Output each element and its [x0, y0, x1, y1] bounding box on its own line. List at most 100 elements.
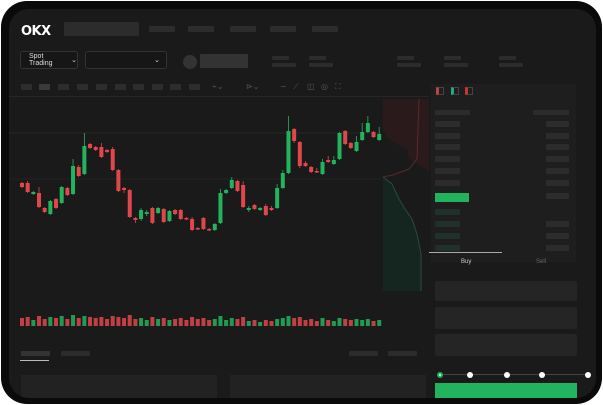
order-book-price[interactable] [435, 180, 460, 186]
nav-item[interactable] [149, 26, 175, 32]
order-book-price[interactable] [435, 156, 460, 162]
interval-button[interactable] [133, 84, 144, 90]
nav-item[interactable] [188, 26, 214, 32]
interval-button[interactable] [77, 84, 88, 90]
candle [127, 190, 132, 217]
order-side-tabs: Buy Sell [429, 252, 576, 272]
slider-handle[interactable] [437, 372, 443, 378]
depth-bids-area [383, 177, 421, 291]
candle [76, 167, 81, 176]
candle [348, 143, 353, 148]
order-book-price[interactable] [435, 233, 460, 239]
line-tool-icon[interactable]: ∼ [280, 82, 287, 91]
indicators-icon[interactable]: ⌁⌄ [212, 82, 224, 91]
candle [337, 133, 342, 159]
candle [184, 218, 189, 220]
volume-bar [326, 320, 331, 326]
candle [161, 209, 166, 222]
slider-track[interactable] [439, 374, 589, 375]
slider-mark-50[interactable] [504, 372, 510, 378]
candle [258, 208, 263, 210]
order-book-price[interactable] [435, 221, 460, 227]
interval-button[interactable] [115, 84, 126, 90]
volume-bar [59, 316, 64, 326]
tab-underline [20, 360, 49, 361]
price-input[interactable] [435, 281, 577, 301]
slider-mark-75[interactable] [539, 372, 545, 378]
okx-logo[interactable]: OKX [21, 24, 51, 39]
volume-bar [235, 319, 240, 326]
book-bids-icon[interactable] [451, 87, 459, 95]
interval-button[interactable] [96, 84, 107, 90]
order-book-price[interactable] [435, 121, 460, 127]
order-book-amount [546, 245, 569, 251]
interval-button[interactable] [21, 84, 32, 90]
book-asks-icon[interactable] [465, 87, 473, 95]
fullscreen-icon[interactable]: ⛶ [335, 82, 341, 91]
volume-bar [25, 317, 30, 326]
volume-bar [54, 318, 59, 326]
ruler-icon[interactable]: ⟋ [293, 82, 299, 91]
interval-button[interactable] [152, 84, 163, 90]
nav-item[interactable] [230, 26, 256, 32]
filter-button[interactable] [349, 351, 378, 356]
amount-input[interactable] [435, 307, 577, 329]
volume-bar [76, 318, 81, 326]
candle [167, 211, 172, 221]
candle [212, 224, 217, 230]
volume-bar [377, 320, 382, 326]
view-all-button[interactable] [388, 351, 417, 356]
volume-bar [161, 318, 166, 326]
search-bar-placeholder[interactable] [64, 22, 139, 36]
candle [150, 208, 155, 223]
candle [59, 187, 64, 203]
tab-order-history[interactable] [61, 351, 90, 356]
interval-button[interactable] [58, 84, 69, 90]
nav-item[interactable] [270, 26, 296, 32]
pair-select[interactable]: ⌄ [85, 51, 167, 69]
tab-underline [429, 252, 502, 253]
order-book-price[interactable] [435, 133, 460, 139]
order-book-price[interactable] [435, 209, 460, 215]
chart-type-icon[interactable]: ⊳⌄ [246, 82, 260, 91]
settings-icon[interactable]: ◎ [321, 82, 328, 91]
interval-button[interactable] [189, 84, 200, 90]
candle [173, 210, 178, 214]
slider-mark-100[interactable] [585, 372, 591, 378]
interval-button[interactable] [170, 84, 181, 90]
slider-mark-25[interactable] [467, 372, 473, 378]
order-book-price[interactable] [435, 245, 460, 251]
stat-value [499, 63, 523, 67]
candlestick-chart[interactable] [9, 9, 596, 398]
market-type-select[interactable]: Spot Trading ⌄ [20, 51, 78, 69]
volume-bar [173, 319, 178, 326]
candle [280, 173, 285, 188]
nav-item[interactable] [312, 26, 338, 32]
volume-bar [303, 320, 308, 326]
camera-icon[interactable]: ◫ [307, 82, 315, 91]
book-both-icon[interactable] [436, 87, 444, 95]
candle [99, 147, 104, 157]
buy-button[interactable] [435, 383, 577, 398]
tab-sell[interactable]: Sell [536, 259, 547, 265]
candle [20, 183, 24, 187]
interval-button-active[interactable] [39, 84, 50, 90]
volume-bar [127, 315, 132, 326]
order-book-amount [546, 144, 569, 150]
total-input[interactable] [435, 334, 577, 356]
candle [360, 132, 365, 140]
tab-open-orders[interactable] [21, 351, 50, 356]
volume-bar [343, 319, 348, 326]
volume-bar [116, 317, 121, 326]
stat-label [499, 56, 516, 60]
volume-bar [263, 320, 268, 326]
candle [65, 188, 70, 195]
candle [48, 201, 53, 214]
order-book-price[interactable] [435, 168, 460, 174]
volume-bar [275, 319, 280, 326]
order-book-price[interactable] [435, 144, 460, 150]
order-book-amount [546, 121, 569, 127]
tab-buy[interactable]: Buy [461, 259, 472, 265]
volume-bar [184, 320, 189, 326]
toolbar-divider [9, 96, 429, 97]
